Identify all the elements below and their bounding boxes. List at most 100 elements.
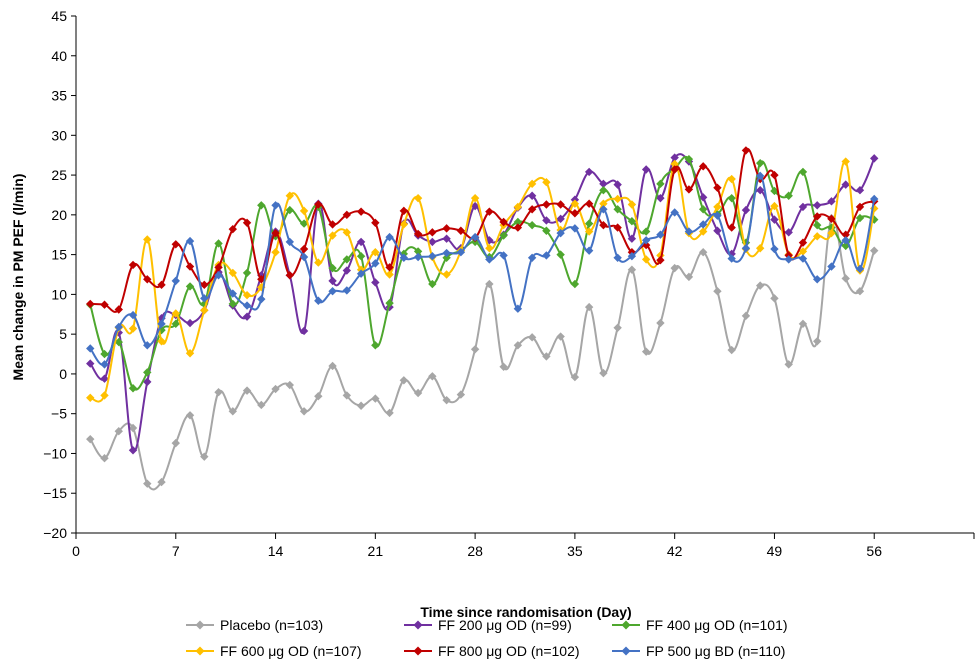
data-point — [599, 185, 608, 195]
data-point — [100, 391, 109, 400]
data-point — [556, 228, 565, 238]
data-point — [627, 234, 637, 243]
legend-label: FF 400 μg OD (n=101) — [646, 617, 788, 633]
y-tick-label: 35 — [51, 88, 67, 104]
data-point — [527, 205, 537, 214]
data-point — [100, 300, 109, 309]
data-point — [285, 191, 295, 200]
data-point — [114, 322, 123, 332]
data-point — [200, 280, 209, 290]
data-point — [527, 253, 537, 262]
data-point — [100, 360, 109, 369]
data-point — [770, 201, 779, 211]
data-point — [314, 258, 323, 267]
data-point — [86, 393, 95, 402]
y-axis-title: Mean change in PM PEF (l/min) — [10, 174, 26, 381]
data-point — [413, 229, 423, 239]
x-axis-title: Time since randomisation (Day) — [420, 604, 631, 620]
legend-item: FF 400 μg OD (n=101) — [612, 617, 788, 633]
y-tick-label: 30 — [51, 127, 67, 143]
data-point — [698, 248, 708, 257]
data-point — [299, 206, 309, 216]
data-point — [698, 227, 708, 236]
data-point — [713, 202, 722, 212]
data-point — [698, 220, 708, 229]
data-point — [86, 299, 95, 309]
data-point — [741, 311, 751, 321]
data-point — [242, 386, 252, 395]
data-point — [627, 200, 637, 209]
data-point — [713, 287, 722, 296]
y-tick-label: 40 — [51, 48, 67, 64]
data-point — [442, 248, 451, 258]
data-point — [228, 407, 237, 416]
data-point — [584, 167, 594, 177]
data-point — [855, 264, 865, 274]
data-point — [641, 227, 651, 236]
data-point — [499, 231, 508, 240]
data-point — [399, 206, 409, 216]
data-point — [399, 253, 409, 262]
data-point — [713, 226, 722, 235]
data-point — [128, 324, 138, 333]
data-point — [841, 241, 850, 251]
data-point — [470, 345, 480, 354]
data-point — [741, 146, 751, 155]
data-point — [542, 178, 551, 187]
data-point — [870, 246, 879, 255]
legend-item: Placebo (n=103) — [186, 617, 323, 633]
x-tick-label: 42 — [667, 543, 683, 559]
y-tick-label: 0 — [59, 366, 67, 382]
data-point — [385, 232, 394, 242]
data-point — [542, 200, 551, 209]
data-point — [413, 247, 423, 256]
data-point — [584, 302, 594, 312]
data-point — [656, 255, 665, 265]
data-point — [214, 239, 223, 248]
data-point — [413, 193, 423, 203]
data-point — [855, 213, 865, 223]
data-point — [314, 200, 323, 209]
data-point — [670, 208, 679, 217]
data-point — [542, 216, 551, 225]
data-point — [499, 362, 508, 371]
plot-area: −20 −15 −10 −5 0 5 10 15 20 25 30 35 40 45 0 7 14 21 28 35… — [43, 8, 975, 559]
data-point — [228, 224, 237, 234]
data-point — [143, 275, 152, 284]
data-point — [299, 326, 309, 336]
data-point — [613, 223, 622, 232]
data-point — [371, 218, 380, 227]
data-point — [356, 269, 366, 278]
data-point — [855, 185, 865, 195]
y-tick-label: −5 — [51, 406, 67, 422]
data-point — [143, 377, 152, 387]
data-point — [185, 236, 195, 246]
data-point — [428, 228, 437, 237]
data-point — [713, 211, 722, 220]
data-point — [827, 262, 836, 271]
y-tick-label: 45 — [51, 8, 67, 24]
legend-label: FF 600 μg OD (n=107) — [220, 643, 362, 659]
y-axis: −20 −15 −10 −5 0 5 10 15 20 25 30 35 40 45 — [43, 8, 76, 541]
data-point — [570, 372, 580, 382]
data-point — [641, 240, 651, 250]
series-6 — [86, 171, 879, 369]
data-point — [641, 347, 651, 356]
data-point — [613, 194, 622, 204]
data-point — [214, 263, 223, 272]
data-point — [271, 228, 280, 238]
data-point — [727, 249, 736, 259]
data-point — [485, 244, 494, 253]
data-point — [185, 349, 195, 358]
data-point — [613, 323, 622, 332]
data-point — [798, 238, 808, 247]
data-point — [713, 183, 722, 193]
data-point — [499, 217, 508, 227]
data-point — [542, 352, 551, 361]
data-point — [613, 253, 622, 262]
data-point — [257, 201, 266, 210]
legend-swatch-marker — [413, 646, 423, 656]
data-point — [470, 193, 480, 203]
data-point — [299, 244, 309, 254]
data-point — [513, 304, 523, 313]
